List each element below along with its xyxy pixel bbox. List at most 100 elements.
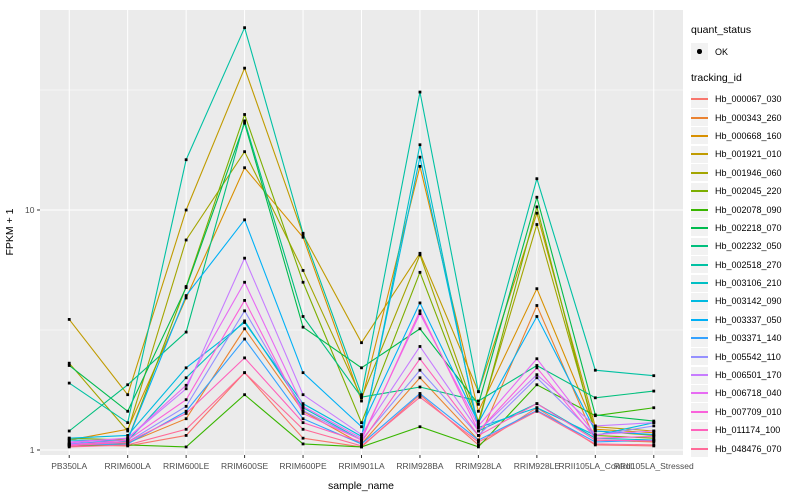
data-point — [360, 399, 363, 403]
data-point — [360, 421, 363, 425]
data-point — [418, 251, 422, 255]
legend-key-Hb_003371_140 — [691, 329, 708, 347]
data-point — [418, 376, 422, 380]
line-swatch-icon — [691, 171, 708, 174]
data-point — [301, 436, 305, 440]
data-point — [360, 395, 363, 399]
data-point — [652, 436, 656, 440]
ok-point-marker-key — [691, 43, 708, 60]
data-point — [652, 429, 656, 433]
data-point — [418, 164, 422, 168]
data-point — [126, 438, 130, 442]
data-point — [243, 26, 246, 30]
data-point — [418, 270, 422, 274]
line-swatch-icon — [691, 245, 708, 248]
legend-label: Hb_002518_270 — [715, 259, 782, 270]
legend-key-Hb_001921_010 — [691, 145, 708, 163]
x-tick-label: RRIM928LE — [514, 461, 561, 471]
x-tick-label: RRIM600SE — [221, 461, 269, 471]
quant-status-value: OK — [715, 46, 729, 57]
data-point — [301, 235, 305, 239]
data-point — [126, 427, 130, 431]
data-point — [301, 402, 305, 406]
legend-label: Hb_000343_260 — [715, 112, 782, 123]
data-point — [184, 387, 188, 391]
data-point — [184, 366, 188, 370]
data-point — [418, 327, 422, 331]
axes: 10 1 PB350LA RRIM600LA RRIM600LE RRIM600SE RRI… — [25, 205, 694, 471]
data-point — [477, 440, 480, 444]
data-point — [477, 419, 480, 423]
data-point — [418, 368, 422, 372]
tracking-id-legend-items: Hb_000067_030 Hb_000343_260 Hb_000668_160 H… — [691, 90, 799, 458]
data-point — [243, 166, 246, 170]
line-swatch-icon — [691, 98, 708, 101]
legend-item-Hb_003337_050: Hb_003337_050 — [691, 311, 799, 329]
data-point — [593, 396, 597, 400]
data-point — [184, 398, 188, 402]
data-point — [301, 427, 305, 431]
data-point — [418, 309, 422, 313]
legend-label: Hb_001921_010 — [715, 149, 782, 160]
data-point — [243, 299, 246, 302]
data-point — [593, 427, 597, 431]
data-point — [535, 406, 539, 410]
legend-item-Hb_001946_060: Hb_001946_060 — [691, 164, 799, 182]
line-swatch-icon — [691, 355, 708, 358]
data-point — [126, 409, 130, 413]
data-point — [360, 442, 363, 446]
data-point — [477, 429, 480, 433]
legend-key-Hb_000343_260 — [691, 109, 708, 127]
legend-item-Hb_003142_090: Hb_003142_090 — [691, 292, 799, 310]
legend-key-Hb_001946_060 — [691, 164, 708, 182]
data-point — [184, 296, 188, 300]
data-point — [67, 438, 71, 442]
data-point — [67, 381, 71, 385]
legend-label: Hb_003371_140 — [715, 333, 782, 344]
legend-key-Hb_011174_100 — [691, 421, 708, 439]
data-point — [301, 371, 305, 375]
legend-item-Hb_002518_270: Hb_002518_270 — [691, 256, 799, 274]
data-point — [477, 402, 480, 406]
data-point — [243, 218, 246, 222]
data-point — [184, 445, 188, 449]
line-swatch-icon — [691, 134, 708, 137]
x-tick-label: RRIM600LA — [105, 461, 152, 471]
legend-item-Hb_000668_160: Hb_000668_160 — [691, 127, 799, 145]
data-point — [477, 438, 480, 442]
data-point — [593, 440, 597, 444]
line-swatch-icon — [691, 282, 708, 285]
line-swatch-icon — [691, 208, 708, 211]
data-point — [243, 113, 246, 116]
data-point — [67, 441, 71, 445]
data-point — [184, 383, 188, 387]
legend-key-Hb_002232_050 — [691, 237, 708, 255]
data-point — [360, 341, 363, 345]
data-point — [301, 412, 305, 415]
data-point — [535, 373, 539, 377]
data-point — [535, 366, 539, 370]
data-point — [126, 421, 130, 425]
data-point — [652, 424, 656, 428]
data-point — [535, 315, 539, 318]
y-axis-title: FPKM + 1 — [4, 208, 16, 255]
line-swatch-icon — [691, 392, 708, 395]
legend-item-Hb_001921_010: Hb_001921_010 — [691, 145, 799, 163]
data-point — [418, 312, 422, 316]
data-point — [593, 433, 597, 436]
data-point — [593, 368, 597, 372]
data-point — [535, 304, 539, 307]
x-tick-label: RRII105LA_Control — [558, 461, 632, 471]
legend-item-Hb_002232_050: Hb_002232_050 — [691, 237, 799, 255]
legend-item-Hb_006718_040: Hb_006718_040 — [691, 384, 799, 402]
data-point — [593, 438, 597, 442]
data-point — [477, 390, 480, 394]
data-point — [593, 413, 597, 417]
legend-key-Hb_003337_050 — [691, 311, 708, 329]
data-point — [535, 211, 539, 215]
legend-label: Hb_001946_060 — [715, 167, 782, 178]
legend-label: Hb_006501_170 — [715, 370, 782, 381]
data-point — [67, 445, 71, 449]
data-point — [652, 431, 656, 435]
